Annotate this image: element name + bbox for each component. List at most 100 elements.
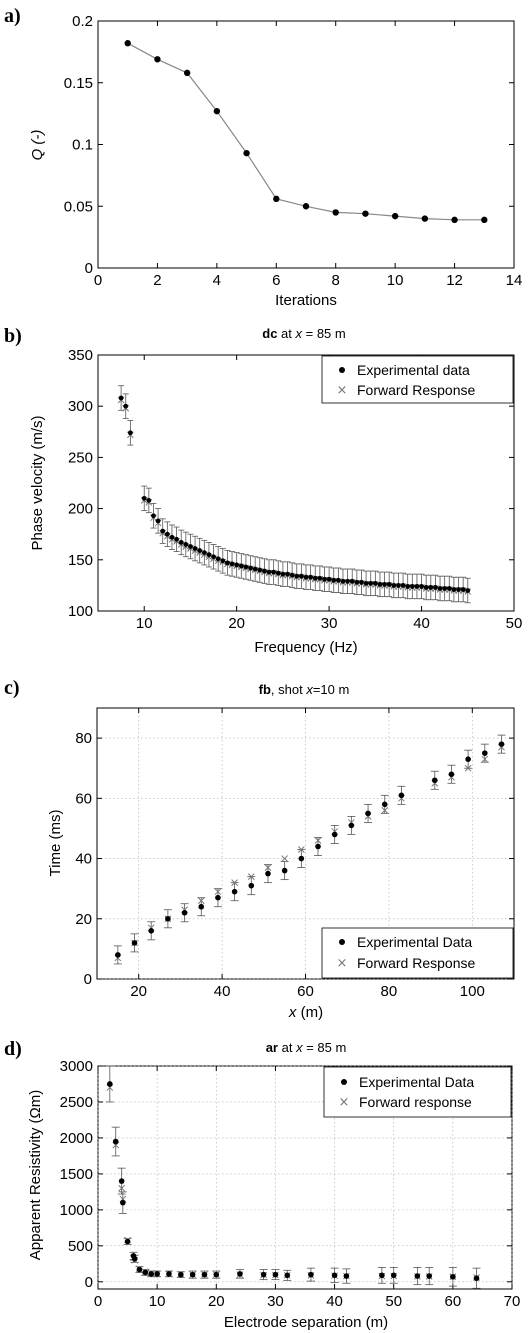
panel-d-xtick-label: 30: [267, 1293, 284, 1310]
panel-b-xtick-label: 20: [228, 615, 245, 632]
panel-b-data-point: [201, 550, 207, 556]
panel-c-forward-marker: [214, 888, 222, 896]
panel-b-y-ticks: 100 150 200 250 300 350: [68, 347, 514, 620]
panel-b-data-point: [234, 562, 240, 568]
panel-b-data-point: [331, 577, 337, 583]
panel-b-data-point: [363, 580, 369, 586]
panel-d-legend-box: [323, 1066, 512, 1118]
panel-b-data-point: [298, 573, 304, 579]
panel-a-plot-frame: [97, 20, 515, 269]
panel-a-ytick-label: 0.1: [72, 137, 93, 154]
panel-b-data-point: [349, 578, 355, 584]
panel-c-legend-marker-fwd: ×: [337, 956, 348, 971]
panel-c-title-bold: fb: [259, 682, 271, 697]
panel-c-y-label: Time (ms): [47, 810, 64, 877]
panel-a-y-ticks: 0 0.05 0.1 0.15 0.2: [64, 13, 514, 277]
panel-c-legend-marker-exp: [339, 939, 345, 945]
panel-b-data-point: [423, 585, 429, 590]
panel-d-data-point: [390, 1272, 397, 1279]
panel-a-data-point: [332, 209, 339, 216]
panel-b-data-point: [409, 584, 415, 589]
panel-d-x-ticks: 0 10 20 30 40 50 60 70: [94, 1066, 520, 1310]
panel-b-data-point: [396, 583, 401, 588]
panel-b-data-point: [155, 518, 161, 524]
panel-b-data-point: [451, 587, 457, 592]
panel-c-x-label-rest: (m): [296, 1004, 323, 1021]
panel-c-data-point: [348, 822, 355, 829]
panel-d-legend-marker-exp: [341, 1079, 347, 1085]
panel-a-ytick-label: 0.05: [64, 198, 93, 215]
panel-c-title-ital: x: [305, 682, 313, 697]
panel-d-data-point: [124, 1238, 131, 1245]
panel-c-legend-box: [321, 927, 514, 979]
panel-b-data-point: [377, 581, 383, 587]
panel-a: a) 0 0.05 0.1 0.15 0.2 0 2 4 6 8 10 12 14 Iteration…: [4, 5, 522, 309]
panel-c-title: fb, shot x=10 m: [259, 682, 350, 697]
panel-b-data-point: [317, 575, 323, 581]
panel-b-legend-fwd: Forward Response: [357, 382, 475, 398]
panel-d-ytick-label: 500: [68, 1238, 93, 1255]
panel-b-legend-box: [321, 355, 514, 404]
panel-c-data-point: [231, 888, 238, 895]
panel-d-legend: Experimental Data × Forward response: [323, 1066, 512, 1118]
panel-b-data-point: [192, 546, 198, 551]
panel-c-data-point: [498, 741, 505, 747]
panel-d-xtick-label: 10: [149, 1293, 166, 1310]
panel-a-ytick-label: 0: [85, 260, 93, 277]
panel-d-data-point: [131, 1255, 138, 1262]
panel-b-data-point: [243, 564, 249, 570]
panel-b-data-point: [414, 584, 420, 589]
panel-a-data-point: [273, 195, 280, 203]
panel-d-data-point: [112, 1138, 119, 1145]
panel-b-legend-exp: Experimental data: [357, 362, 470, 378]
panel-b-data-point: [465, 588, 471, 593]
panel-c-data-point: [381, 801, 388, 808]
panel-a-xtick-label: 4: [213, 272, 221, 289]
panel-a-xtick-label: 12: [446, 272, 463, 289]
panel-b-y-label: Phase velocity (m/s): [29, 415, 46, 550]
panel-c-forward-marker: [381, 807, 389, 814]
panel-b-label: b): [4, 325, 22, 347]
panel-b-data-point: [359, 579, 364, 585]
panel-c-legend-exp: Experimental Data: [357, 934, 472, 950]
panel-b-data-point: [262, 568, 267, 574]
panel-d-y-label: Apparent Resistivity (Ωm): [27, 1090, 44, 1260]
panel-d-label: d): [4, 1038, 22, 1060]
panel-b-data-point: [382, 581, 387, 587]
panel-c-forward-marker: [314, 837, 322, 844]
panel-b-data-point: [303, 574, 309, 580]
panel-b-legend-marker-exp: [339, 367, 345, 373]
panel-b-title-mid: at: [277, 326, 295, 341]
panel-a-data-point: [213, 107, 221, 115]
panel-b-title: dc at x = 85 m: [262, 326, 345, 341]
panel-c-forward-marker: [281, 855, 289, 862]
panel-c-title-mid: , shot: [271, 682, 306, 697]
panel-b-xtick-label: 10: [136, 615, 153, 632]
panel-c-label: c): [4, 677, 20, 699]
panel-b-data-point: [178, 539, 184, 545]
panel-b-xtick-label: 30: [321, 615, 338, 632]
panel-c-data-point: [165, 915, 171, 922]
panel-b-title-rest: = 85 m: [302, 326, 346, 341]
panel-b-data-point: [391, 583, 397, 588]
panel-a-data-point: [421, 215, 429, 222]
panel-b-data-point: [225, 560, 230, 566]
panel-d-legend-exp: Experimental Data: [359, 1074, 474, 1090]
panel-b-data-point: [419, 584, 424, 589]
panel-c-data-point: [265, 870, 271, 877]
panel-c-x-ticks: 20 40 60 80 100: [130, 708, 485, 1000]
panel-d-legend-fwd: Forward response: [359, 1094, 472, 1110]
panel-b-data-point: [174, 536, 179, 542]
panel-d-title: ar at x = 85 m: [266, 1040, 347, 1055]
panel-b-data-point: [146, 498, 152, 503]
panel-b-data-point: [188, 544, 193, 549]
panel-d-plot-frame: [97, 1065, 513, 1290]
panel-b-data-point: [285, 571, 290, 577]
panel-b-data-point: [446, 586, 452, 591]
panel-d-data-point: [237, 1271, 243, 1277]
panel-d-ytick-label: 1500: [60, 1166, 93, 1183]
panel-b-data-point: [345, 578, 350, 584]
panel-b-data-point: [229, 561, 235, 567]
